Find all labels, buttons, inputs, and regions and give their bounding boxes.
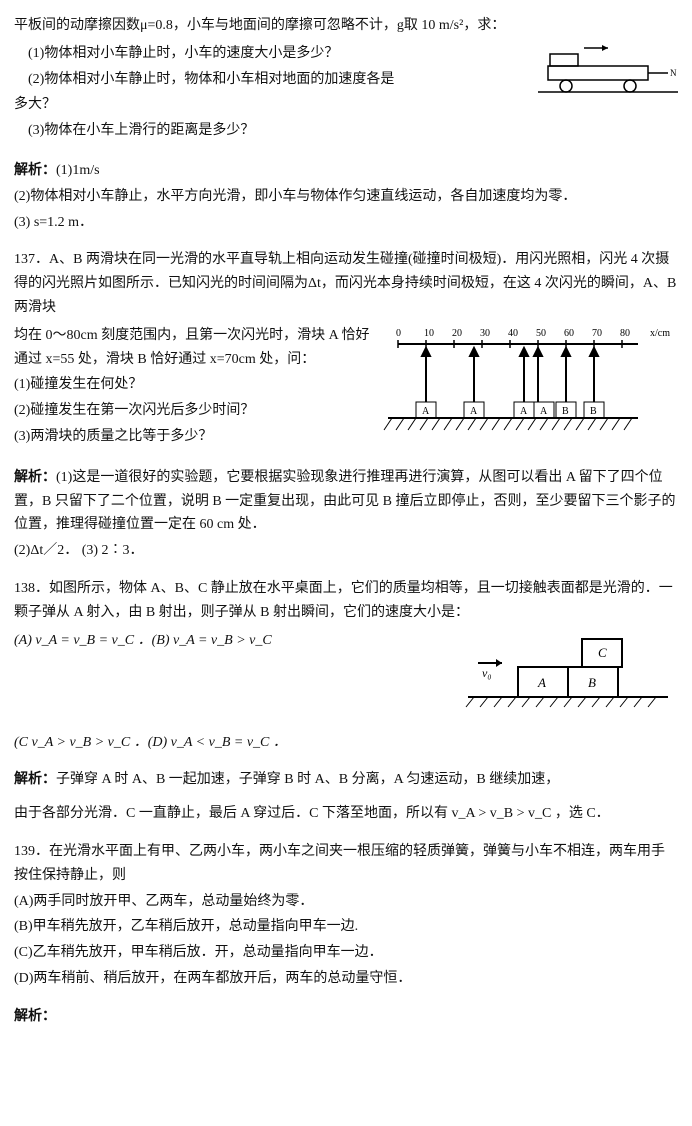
- p139-text: 139．在光滑水平面上有甲、乙两小车，两小车之间夹一根压缩的轻质弹簧，弹簧与小车…: [14, 840, 678, 888]
- svg-text:A: A: [470, 406, 478, 417]
- p137-q2: (2)碰撞发生在第一次闪光后多少时间？: [14, 399, 372, 423]
- svg-text:N: N: [670, 68, 677, 78]
- p139-opt-d: (D)两车稍前、稍后放开，在两车都放开后，两车的总动量守恒．: [14, 967, 678, 991]
- p138-opt-ab: (A) v_A = v_B = v_C ．(B) v_A = v_B > v_C: [14, 629, 272, 653]
- p137-q1: (1)碰撞发生在何处？: [14, 373, 372, 397]
- svg-text:A: A: [422, 406, 430, 417]
- svg-text:60: 60: [564, 328, 574, 339]
- svg-text:80: 80: [620, 328, 630, 339]
- p139-opt-b: (B)甲车稍先放开，乙车稍后放开，总动量指向甲车一边.: [14, 915, 678, 939]
- p138-answer: 解析：子弹穿 A 时 A、B 一起加速，子弹穿 B 时 A、B 分离，A 匀速运…: [14, 768, 678, 826]
- top-q1: (1)物体相对小车静止时，小车的速度大小是多少？: [14, 42, 530, 66]
- cart-diagram: N: [538, 42, 678, 98]
- problem-139: 139．在光滑水平面上有甲、乙两小车，两小车之间夹一根压缩的轻质弹簧，弹簧与小车…: [14, 840, 678, 991]
- svg-text:A: A: [537, 675, 546, 690]
- p137-text-1: 137．A、B 两滑块在同一光滑的水平直导轨上相向运动发生碰撞(碰撞时间极短)．…: [14, 248, 678, 319]
- top-q2b: 多大？: [14, 93, 530, 117]
- p139-opt-c: (C)乙车稍先放开，甲车稍后放．开，总动量指向甲车一边．: [14, 941, 678, 965]
- svg-text:x/cm: x/cm: [650, 328, 670, 339]
- svg-text:10: 10: [424, 328, 434, 339]
- answer-heading: 解析：: [14, 772, 56, 787]
- svg-text:40: 40: [508, 328, 518, 339]
- p138-ans-2: 由于各部分光滑．C 一直静止，最后 A 穿过后．C 下落至地面，所以有 v_A …: [14, 802, 678, 826]
- svg-text:A: A: [540, 406, 548, 417]
- svg-text:C: C: [598, 645, 607, 660]
- answer-heading: 解析：: [14, 163, 56, 178]
- bottom-cut: 解析：: [14, 1005, 678, 1029]
- top-q2a: (2)物体相对小车静止时，物体和小车相对地面的加速度各是: [14, 68, 530, 92]
- svg-text:v₀: v₀: [482, 666, 492, 680]
- top-answer: 解析：(1)1m/s (2)物体相对小车静止，水平方向光滑，即小车与物体作匀速直…: [14, 159, 678, 234]
- svg-text:70: 70: [592, 328, 602, 339]
- svg-text:A: A: [520, 406, 528, 417]
- top-ans-1: (1)1m/s: [56, 163, 100, 178]
- top-given: 平板间的动摩擦因数μ=0.8，小车与地面间的摩擦可忽略不计，g取 10 m/s²…: [14, 14, 678, 38]
- p137-ans-1: (1)这是一道很好的实验题，它要根据实验现象进行推理再进行演算，从图可以看出 A…: [14, 470, 676, 533]
- p139-opt-a: (A)两手同时放开甲、乙两车，总动量始终为零．: [14, 890, 678, 914]
- p137-q3: (3)两滑块的质量之比等于多少？: [14, 425, 372, 449]
- p138-ans-1: 子弹穿 A 时 A、B 一起加速，子弹穿 B 时 A、B 分离，A 匀速运动，B…: [56, 772, 559, 787]
- svg-text:0: 0: [396, 328, 401, 339]
- svg-text:B: B: [562, 406, 569, 417]
- top-q4: (3)物体在小车上滑行的距离是多少？: [14, 119, 530, 143]
- svg-text:B: B: [588, 675, 596, 690]
- problem-138: 138．如图所示，物体 A、B、C 静止放在水平桌面上，它们的质量均相等，且一切…: [14, 577, 678, 717]
- p137-text-2: 均在 0～80cm 刻度范围内，且第一次闪光时，滑块 A 恰好通过 x=55 处…: [14, 324, 372, 372]
- problem-137: 137．A、B 两滑块在同一光滑的水平直导轨上相向运动发生碰撞(碰撞时间极短)．…: [14, 248, 678, 451]
- p138-text: 138．如图所示，物体 A、B、C 静止放在水平桌面上，它们的质量均相等，且一切…: [14, 577, 678, 625]
- top-ans-3: (3) s=1.2 m．: [14, 211, 678, 235]
- p138-opt-cd: (C v_A > v_B > v_C ．(D) v_A < v_B = v_C …: [14, 731, 678, 755]
- blocks-diagram: v₀ A B C: [458, 627, 678, 717]
- svg-text:B: B: [590, 406, 597, 417]
- svg-text:30: 30: [480, 328, 490, 339]
- top-ans-2: (2)物体相对小车静止，水平方向光滑，即小车与物体作匀速直线运动，各自加速度均为…: [14, 185, 678, 209]
- p137-ans-2: (2)Δt／2． (3) 2∶3．: [14, 539, 678, 563]
- answer-heading: 解析：: [14, 470, 56, 485]
- p137-answer: 解析：(1)这是一道很好的实验题，它要根据实验现象进行推理再进行演算，从图可以看…: [14, 466, 678, 563]
- svg-text:20: 20: [452, 328, 462, 339]
- svg-text:50: 50: [536, 328, 546, 339]
- collision-ruler-diagram: 0 10 20 30 40 50 60 70 80 x/cm: [378, 322, 678, 452]
- answer-heading: 解析：: [14, 1009, 56, 1024]
